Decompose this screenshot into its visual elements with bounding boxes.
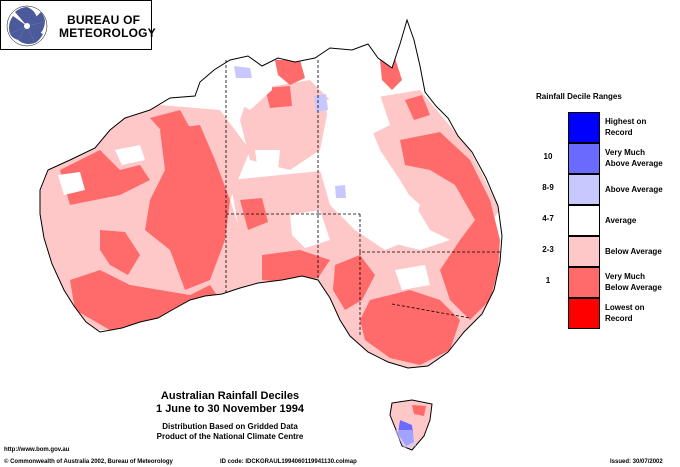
legend-row: 4-7 Average <box>536 205 676 236</box>
footer-product-id: ID code: IDCKGRAUL1994060119941130.colma… <box>220 459 357 465</box>
very-much-below-region-top-end <box>275 60 305 85</box>
legend-label-line1: Highest on <box>605 117 647 126</box>
legend-label-line1: Very Much <box>605 272 646 281</box>
logo-line1: BUREAU OF <box>67 13 141 27</box>
decile-legend: Rainfall Decile Ranges Highest on Record 1… <box>536 92 676 352</box>
legend-range-label: 2-3 <box>542 245 554 254</box>
caption-title: Australian Rainfall Deciles <box>160 390 300 402</box>
legend-row: 1 Very Much Below Average <box>536 267 676 298</box>
average-region-nsw-inland <box>395 265 430 290</box>
legend-category-label: Lowest on Record <box>605 302 677 324</box>
legend-swatch <box>568 112 600 143</box>
coastline <box>39 18 503 369</box>
legend-row: Lowest on Record <box>536 298 676 329</box>
legend-swatch <box>568 298 600 329</box>
below-average-region-north <box>240 80 330 170</box>
legend-swatch <box>568 236 600 267</box>
footer-url-link[interactable]: http://www.bom.gov.au <box>4 447 70 453</box>
legend-range-label: 1 <box>545 276 551 285</box>
legend-label-line1: Lowest on <box>605 303 645 312</box>
legend-label-line2: Record <box>605 314 633 323</box>
logo-line2: METEOROLOGY <box>59 26 156 40</box>
legend-label-line2: Below Average <box>605 283 662 292</box>
legend-category-label: Very Much Above Average <box>605 147 677 169</box>
very-much-below-region-cape-york <box>380 58 402 90</box>
legend-swatch <box>568 267 600 298</box>
legend-label-line1: Very Much <box>605 148 646 157</box>
very-much-below-region-sa <box>333 255 375 310</box>
legend-row: 10 Very Much Above Average <box>536 143 676 174</box>
above-average-region-arnhem <box>234 66 252 78</box>
average-region-wa-inland <box>255 150 280 172</box>
legend-range-label: 10 <box>543 152 553 161</box>
very-much-below-region-gulf <box>265 86 292 108</box>
very-much-below-region-qld-north <box>405 95 430 120</box>
legend-swatch <box>568 143 600 174</box>
caption-period: 1 June to 30 November 1994 <box>156 403 304 415</box>
legend-swatch <box>568 205 600 236</box>
caption-product-note: Product of the National Climate Centre <box>156 432 304 441</box>
state-borders <box>225 60 500 336</box>
legend-row: 2-3 Below Average <box>536 236 676 267</box>
legend-label-line1: Average <box>605 216 637 225</box>
average-region-kimberley <box>115 145 145 165</box>
average-region-pilbara <box>58 172 85 195</box>
legend-label-line2: Above Average <box>605 159 663 168</box>
legend-label-line1: Below Average <box>605 247 662 256</box>
above-average-region-centre <box>335 185 346 198</box>
very-much-below-region-vic-nsw <box>360 290 460 365</box>
average-region-qld-inland <box>325 95 390 140</box>
legend-range-label: 8-9 <box>542 183 554 192</box>
very-much-below-region-sa-central <box>262 250 330 282</box>
swirl-logo-icon <box>6 5 48 47</box>
legend-swatch <box>568 174 600 205</box>
legend-title: Rainfall Decile Ranges <box>536 92 622 101</box>
legend-category-label: Below Average <box>605 246 677 257</box>
legend-label-line2: Record <box>605 128 633 137</box>
caption-distribution-note: Distribution Based on Gridded Data <box>162 422 298 431</box>
very-much-below-region-wa-interior <box>145 125 230 290</box>
tasmania <box>389 399 433 451</box>
legend-row: 8-9 Above Average <box>536 174 676 205</box>
very-much-below-region-wa-west <box>100 230 140 275</box>
footer-copyright: © Commonwealth of Australia 2002, Bureau… <box>4 459 173 465</box>
legend-category-label: Very Much Below Average <box>605 271 677 293</box>
legend-category-label: Average <box>605 215 677 226</box>
legend-label-line1: Above Average <box>605 185 663 194</box>
legend-range-label: 4-7 <box>542 214 554 223</box>
footer-issued-date: Issued: 30/07/2002 <box>610 459 663 465</box>
very-much-below-region-wa-south <box>70 270 220 330</box>
above-average-region-gulf <box>314 94 328 112</box>
very-much-below-region-kimberley <box>150 110 190 138</box>
very-much-below-region-wa-coast <box>60 150 150 205</box>
average-region-arnhem <box>220 60 272 110</box>
very-much-below-region-east-coast <box>400 132 500 320</box>
legend-category-label: Highest on Record <box>605 116 677 138</box>
average-region-lake-eyre <box>290 210 330 248</box>
legend-category-label: Above Average <box>605 184 677 195</box>
legend-row: Highest on Record <box>536 112 676 143</box>
bom-logo-box: BUREAU OF METEOROLOGY <box>0 0 156 50</box>
